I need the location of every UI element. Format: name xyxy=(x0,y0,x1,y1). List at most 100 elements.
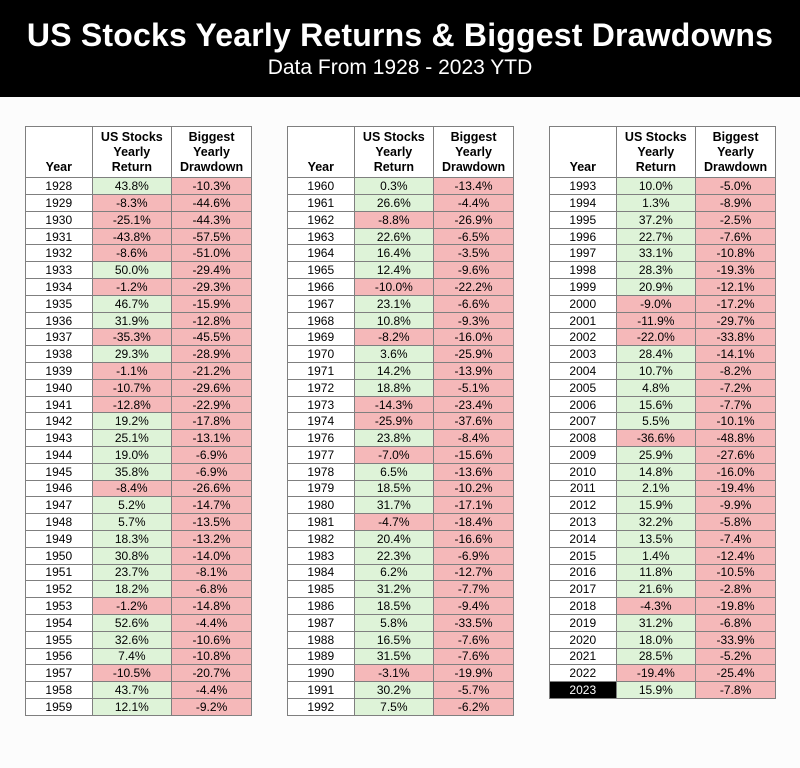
drawdown-cell: -26.6% xyxy=(171,479,252,498)
drawdown-cell: -6.8% xyxy=(171,580,252,599)
drawdown-cell: -9.4% xyxy=(433,597,514,615)
year-cell: 1947 xyxy=(25,496,93,515)
drawdown-cell: -5.7% xyxy=(433,681,514,699)
table-row: 1973 -14.3% -23.4% xyxy=(287,395,514,414)
year-cell: 1960 xyxy=(287,177,355,196)
return-cell: 31.9% xyxy=(91,311,173,330)
year-cell: 1978 xyxy=(287,462,355,481)
return-cell: -1.2% xyxy=(91,597,173,615)
year-cell: 1933 xyxy=(25,261,93,280)
return-cell: 28.5% xyxy=(615,647,697,666)
table-row: 1966 -10.0% -22.2% xyxy=(287,278,514,296)
return-cell: 6.5% xyxy=(353,462,435,481)
drawdown-cell: -10.8% xyxy=(171,647,252,666)
year-cell: 1969 xyxy=(287,328,355,347)
table-row: 1933 50.0% -29.4% xyxy=(25,261,252,280)
drawdown-cell: -44.6% xyxy=(171,194,252,212)
return-cell: 14.8% xyxy=(615,462,697,481)
drawdown-cell: -5.2% xyxy=(695,647,776,666)
drawdown-cell: -16.0% xyxy=(695,462,776,481)
table-row: 1989 31.5% -7.6% xyxy=(287,647,514,666)
drawdown-cell: -19.9% xyxy=(433,664,514,683)
return-cell: 10.8% xyxy=(353,311,435,330)
table-row: 1985 31.2% -7.7% xyxy=(287,580,514,599)
year-cell: 1957 xyxy=(25,664,93,683)
table-row: 1968 10.8% -9.3% xyxy=(287,311,514,330)
year-cell: 1966 xyxy=(287,278,355,296)
return-cell: 10.7% xyxy=(615,362,697,380)
return-cell: 7.4% xyxy=(91,647,173,666)
drawdown-cell: -9.6% xyxy=(433,261,514,280)
drawdown-cell: -7.6% xyxy=(433,647,514,666)
table-row: 2006 15.6% -7.7% xyxy=(549,395,776,414)
table-row: 1949 18.3% -13.2% xyxy=(25,529,252,548)
table-row: 1945 35.8% -6.9% xyxy=(25,462,252,481)
table-row: 2011 2.1% -19.4% xyxy=(549,479,776,498)
table-row: 1995 37.2% -2.5% xyxy=(549,210,776,229)
drawdown-cell: -6.9% xyxy=(171,462,252,481)
return-cell: 15.9% xyxy=(615,681,697,699)
drawdown-cell: -6.8% xyxy=(695,613,776,632)
table-row: 2020 18.0% -33.9% xyxy=(549,630,776,649)
return-cell: 25.9% xyxy=(615,446,697,464)
return-cell: 43.7% xyxy=(91,681,173,699)
table-row: 1929 -8.3% -44.6% xyxy=(25,194,252,212)
table-row: 1986 18.5% -9.4% xyxy=(287,597,514,615)
table-row: 1965 12.4% -9.6% xyxy=(287,261,514,280)
return-cell: -10.5% xyxy=(91,664,173,683)
return-cell: 33.1% xyxy=(615,244,697,263)
year-cell: 2005 xyxy=(549,378,617,397)
year-cell: 2023 xyxy=(549,681,617,699)
return-cell: 31.5% xyxy=(353,647,435,666)
year-cell: 1928 xyxy=(25,177,93,196)
return-cell: 50.0% xyxy=(91,261,173,280)
table-row: 1955 32.6% -10.6% xyxy=(25,630,252,649)
table-row: 2007 5.5% -10.1% xyxy=(549,412,776,431)
table-row: 1941 -12.8% -22.9% xyxy=(25,395,252,414)
table-row: 1972 18.8% -5.1% xyxy=(287,378,514,397)
return-cell: 19.2% xyxy=(91,412,173,431)
return-cell: -8.8% xyxy=(353,210,435,229)
return-cell: 16.5% xyxy=(353,630,435,649)
drawdown-cell: -22.9% xyxy=(171,395,252,414)
year-cell: 2011 xyxy=(549,479,617,498)
table-row: 2017 21.6% -2.8% xyxy=(549,580,776,599)
drawdown-cell: -29.4% xyxy=(171,261,252,280)
table-row: 1959 12.1% -9.2% xyxy=(25,697,252,716)
year-cell: 1964 xyxy=(287,244,355,263)
return-cell: 18.2% xyxy=(91,580,173,599)
drawdown-cell: -13.2% xyxy=(171,529,252,548)
drawdown-cell: -22.2% xyxy=(433,278,514,296)
table-row: 1996 22.7% -7.6% xyxy=(549,227,776,246)
table-row: 2016 11.8% -10.5% xyxy=(549,563,776,582)
table-row: 2013 32.2% -5.8% xyxy=(549,513,776,531)
table-row: 1983 22.3% -6.9% xyxy=(287,546,514,565)
year-cell: 2020 xyxy=(549,630,617,649)
return-cell: 6.2% xyxy=(353,563,435,582)
year-cell: 2021 xyxy=(549,647,617,666)
drawdown-cell: -51.0% xyxy=(171,244,252,263)
year-cell: 1993 xyxy=(549,177,617,196)
table-row: 1956 7.4% -10.8% xyxy=(25,647,252,666)
table-row: 1958 43.7% -4.4% xyxy=(25,681,252,699)
table-row: 1946 -8.4% -26.6% xyxy=(25,479,252,498)
return-column-header: US Stocks Yearly Return xyxy=(91,125,173,179)
table-row: 1957 -10.5% -20.7% xyxy=(25,664,252,683)
year-cell: 1973 xyxy=(287,395,355,414)
year-cell: 1963 xyxy=(287,227,355,246)
year-cell: 1983 xyxy=(287,546,355,565)
drawdown-cell: -13.1% xyxy=(171,429,252,447)
drawdown-cell: -28.9% xyxy=(171,345,252,364)
drawdown-cell: -5.1% xyxy=(433,378,514,397)
year-cell: 1984 xyxy=(287,563,355,582)
drawdown-cell: -12.1% xyxy=(695,278,776,296)
drawdown-cell: -7.4% xyxy=(695,529,776,548)
return-cell: 46.7% xyxy=(91,294,173,313)
return-cell: 5.5% xyxy=(615,412,697,431)
drawdown-cell: -14.1% xyxy=(695,345,776,364)
return-cell: 18.5% xyxy=(353,479,435,498)
table-row: 1964 16.4% -3.5% xyxy=(287,244,514,263)
returns-table-1993-2023: Year US Stocks Yearly Return Biggest Yearl… xyxy=(549,125,776,699)
return-cell: 18.8% xyxy=(353,378,435,397)
drawdown-cell: -19.3% xyxy=(695,261,776,280)
